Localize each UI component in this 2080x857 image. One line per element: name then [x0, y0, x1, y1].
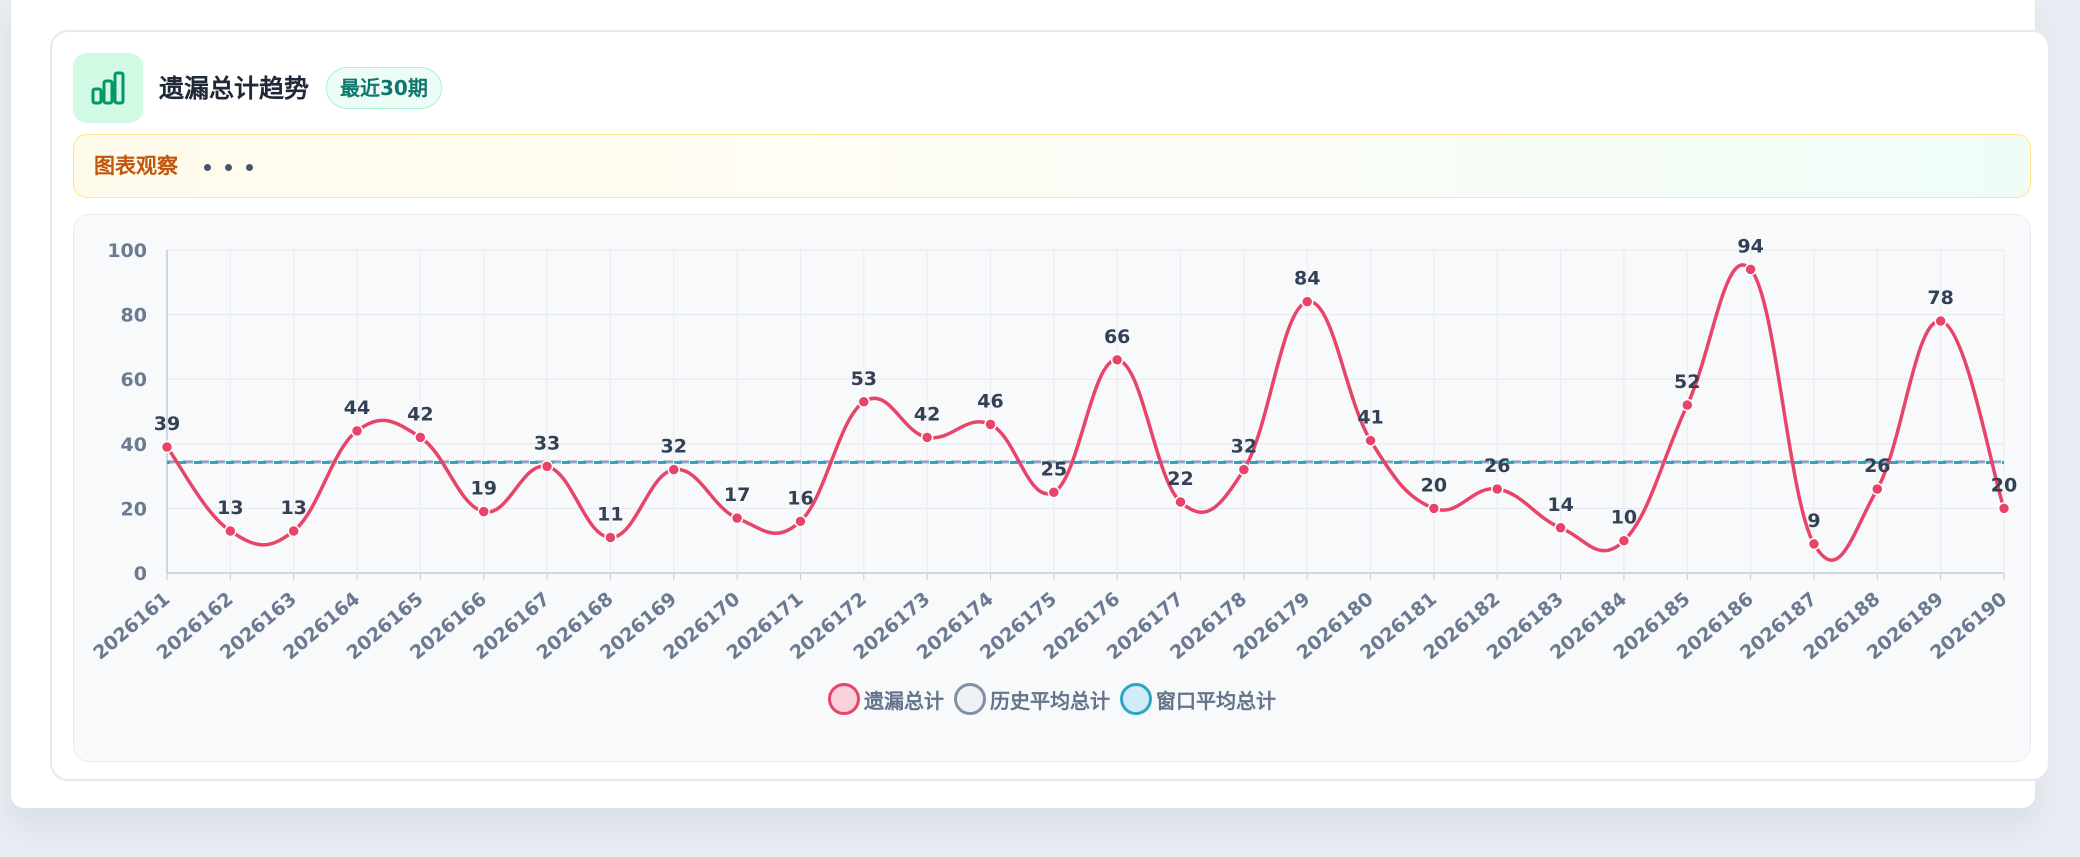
data-label: 32 [1231, 436, 1257, 458]
dot [204, 164, 211, 171]
main-series-line [165, 263, 2006, 562]
data-point [984, 418, 997, 431]
data-point [1997, 502, 2011, 515]
data-point [604, 531, 617, 544]
chart-legend: 遗漏总计 历史平均总计 窗口平均总计 [74, 683, 2030, 715]
data-label: 53 [851, 368, 877, 390]
data-label: 19 [470, 478, 496, 500]
legend-item-hist[interactable]: 历史平均总计 [954, 683, 1110, 715]
data-label: 13 [217, 497, 243, 519]
legend-label-hist: 历史平均总计 [990, 688, 1110, 713]
data-point [1427, 502, 1441, 515]
data-point [1554, 521, 1567, 535]
data-label: 42 [914, 403, 940, 425]
y-tick-label: 40 [121, 434, 147, 456]
data-label: 16 [787, 487, 813, 509]
data-label: 41 [1357, 407, 1383, 429]
data-label: 10 [1611, 507, 1637, 529]
data-label: 26 [1864, 455, 1890, 477]
data-point [1364, 434, 1377, 447]
observation-banner[interactable]: 图表观察 [73, 134, 2031, 198]
app-shell: 遗漏总计趋势 最近30期 图表观察 0 20 40 60 80 100 2026161 202… [10, 0, 2050, 809]
data-point [1174, 495, 1187, 509]
legend-item-window[interactable]: 窗口平均总计 [1120, 683, 1276, 715]
data-point [794, 515, 807, 528]
dot [225, 164, 232, 171]
data-label: 11 [597, 503, 623, 525]
data-point [920, 431, 934, 444]
data-label: 52 [1674, 371, 1700, 393]
data-point [1681, 398, 1694, 412]
data-label: 20 [1991, 474, 2017, 496]
data-point [414, 431, 427, 444]
data-label: 17 [724, 484, 750, 506]
page-title: 遗漏总计趋势 [159, 74, 310, 103]
data-label: 25 [1041, 458, 1067, 480]
data-label: 44 [344, 397, 370, 419]
data-point [160, 440, 174, 454]
observation-label: 图表观察 [94, 154, 178, 178]
data-point [1871, 482, 1884, 496]
data-label: 20 [1421, 474, 1447, 496]
data-point [477, 505, 490, 518]
legend-swatch-hist [954, 683, 986, 715]
y-tick-label: 60 [121, 369, 147, 391]
data-point [1617, 534, 1631, 547]
dot [246, 164, 253, 171]
data-point [667, 463, 681, 476]
data-label: 84 [1294, 268, 1320, 290]
data-label: 22 [1167, 468, 1193, 490]
data-point [730, 511, 744, 525]
more-dots-icon[interactable] [204, 164, 253, 171]
data-label: 9 [1807, 510, 1820, 532]
trend-chart: 0204060801002026161202616220261632026164… [89, 235, 2017, 664]
legend-label-window: 窗口平均总计 [1156, 688, 1276, 713]
y-tick-label: 100 [107, 240, 147, 262]
y-tick-label: 20 [121, 498, 147, 520]
data-label: 33 [534, 432, 560, 454]
data-label: 39 [154, 413, 180, 435]
data-label: 13 [280, 497, 306, 519]
data-point [1110, 353, 1124, 367]
bar-chart-icon [73, 53, 143, 123]
data-point [1490, 482, 1504, 496]
data-point [224, 524, 237, 538]
legend-label-main: 遗漏总计 [864, 688, 944, 713]
data-point [1047, 486, 1061, 499]
period-badge[interactable]: 最近30期 [326, 67, 442, 109]
legend-swatch-window [1120, 683, 1152, 715]
data-label: 42 [407, 403, 433, 425]
legend-item-main[interactable]: 遗漏总计 [828, 683, 944, 715]
data-point [1300, 295, 1314, 308]
data-point [1807, 537, 1821, 551]
data-point [1237, 463, 1251, 476]
data-point [857, 395, 871, 409]
data-point [1744, 263, 1757, 276]
data-label: 46 [977, 390, 1003, 412]
legend-swatch-main [828, 683, 860, 715]
y-tick-label: 0 [134, 563, 147, 585]
data-point [287, 524, 300, 538]
data-point [350, 424, 364, 438]
data-label: 32 [661, 436, 687, 458]
y-tick-label: 80 [121, 305, 147, 327]
data-label: 66 [1104, 326, 1130, 348]
data-point [540, 460, 554, 473]
data-label: 78 [1927, 287, 1953, 309]
data-label: 94 [1737, 235, 1763, 257]
data-label: 26 [1484, 455, 1510, 477]
chart-panel: 0 20 40 60 80 100 2026161 2026162 2026163 2026164… [73, 214, 2031, 762]
data-label: 14 [1547, 494, 1573, 516]
trend-card: 遗漏总计趋势 最近30期 图表观察 0 20 40 60 80 100 2026161 202… [50, 30, 2050, 781]
data-point [1934, 314, 1947, 328]
